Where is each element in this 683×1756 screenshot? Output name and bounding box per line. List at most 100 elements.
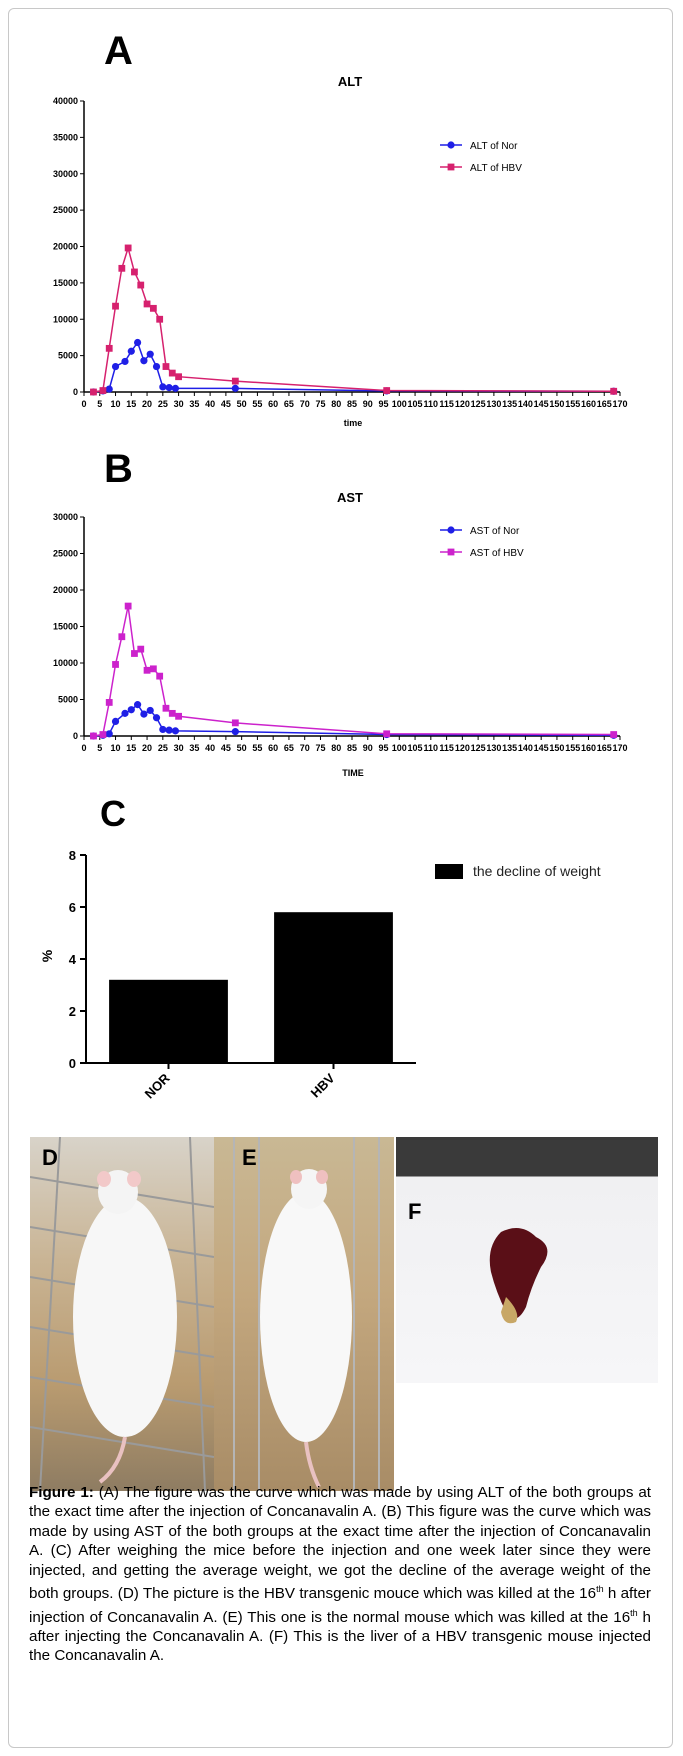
data-point	[610, 388, 617, 395]
data-point	[156, 316, 163, 323]
x-tick-label: 60	[268, 399, 278, 409]
y-tick-label: 5000	[58, 695, 78, 705]
x-tick-label: 35	[189, 743, 199, 753]
data-point	[118, 633, 125, 640]
chart-title: AST	[337, 490, 363, 505]
x-tick-label: 85	[347, 743, 357, 753]
data-point	[159, 726, 166, 733]
photo-panel-d: D	[30, 1137, 214, 1491]
x-tick-label: 140	[518, 743, 533, 753]
x-tick-label: 135	[502, 399, 517, 409]
data-point	[106, 385, 113, 392]
data-point	[121, 710, 128, 717]
data-point	[128, 706, 135, 713]
legend-label: ALT of HBV	[470, 163, 522, 174]
data-point	[232, 378, 239, 385]
data-point	[106, 699, 113, 706]
x-tick-labels: 0 5 10 15 20 25 30 35 40 45 50 55 60 65 70 75 80 85 90 95 10…	[81, 736, 627, 753]
series-line	[94, 343, 614, 393]
data-point	[153, 363, 160, 370]
series-layer	[90, 245, 617, 396]
y-tick-label: 4	[69, 952, 77, 967]
bar	[109, 980, 228, 1063]
x-tick-label: 50	[237, 399, 247, 409]
x-tick-label: 120	[455, 743, 470, 753]
data-point	[106, 345, 113, 352]
photo-panel-f: F	[396, 1137, 658, 1383]
x-tick-label: 15	[126, 743, 136, 753]
x-tick-label: 125	[471, 743, 486, 753]
caption-text: (A) The figure was the curve which was m…	[29, 1484, 651, 1602]
data-point	[163, 363, 170, 370]
x-tick-label: 30	[174, 399, 184, 409]
data-point	[106, 730, 113, 737]
data-point	[232, 385, 239, 392]
data-point	[112, 303, 119, 310]
y-tick-label: 25000	[53, 205, 78, 215]
x-tick-label: 95	[379, 743, 389, 753]
x-tick-label: 110	[424, 399, 439, 409]
data-point	[153, 714, 160, 721]
x-tick-label: 30	[174, 743, 184, 753]
x-tick-label: 5	[97, 743, 102, 753]
panel-letter-c: C	[100, 793, 126, 834]
data-point	[172, 385, 179, 392]
x-tick-labels: 0 5 10 15 20 25 30 35 40 45 50 55 60 65 70 75 80 85 90 95 10…	[81, 392, 627, 409]
caption-superscript: th	[596, 1584, 604, 1594]
y-tick-label: 15000	[53, 622, 78, 632]
x-tick-label: 80	[331, 743, 341, 753]
legend-marker	[447, 141, 454, 148]
y-tick-label: 25000	[53, 549, 78, 559]
data-point	[128, 348, 135, 355]
x-tick-label: 145	[534, 743, 549, 753]
y-tick-label: 10000	[53, 314, 78, 324]
x-tick-label: 90	[363, 399, 373, 409]
x-tick-label: 20	[142, 399, 152, 409]
x-tick-label: 120	[455, 399, 470, 409]
y-tick-label: 30000	[53, 169, 78, 179]
liver-photo-icon	[396, 1137, 658, 1383]
x-tick-label: 160	[581, 743, 596, 753]
x-tick-label: 110	[424, 743, 439, 753]
x-tick-label: 45	[221, 743, 231, 753]
x-tick-label: 60	[268, 743, 278, 753]
legend-label: AST of Nor	[470, 526, 520, 537]
x-tick-label: 90	[363, 743, 373, 753]
x-tick-label: 40	[205, 743, 215, 753]
data-point	[137, 282, 144, 289]
data-point	[144, 667, 151, 674]
bar	[274, 912, 393, 1063]
data-point	[383, 387, 390, 394]
data-point	[112, 718, 119, 725]
panel-letter-a: A	[104, 29, 133, 73]
data-point	[90, 389, 97, 396]
caption-superscript: th	[630, 1608, 638, 1618]
data-point	[150, 305, 157, 312]
x-tick-label: 115	[439, 743, 454, 753]
data-point	[100, 387, 107, 394]
x-tick-label: 135	[502, 743, 517, 753]
x-tick-labels: NOR HBV	[142, 1063, 338, 1102]
x-tick-label: 130	[486, 399, 501, 409]
legend-marker	[448, 549, 455, 556]
caption-label: Figure 1:	[29, 1484, 94, 1501]
x-tick-label: 150	[549, 743, 564, 753]
x-tick-label: 50	[237, 743, 247, 753]
data-point	[163, 705, 170, 712]
data-point	[166, 384, 173, 391]
x-tick-label: 125	[471, 399, 486, 409]
chart-title: ALT	[338, 74, 362, 89]
y-tick-label: 6	[69, 900, 76, 915]
x-tick-label: 105	[408, 399, 423, 409]
x-tick-label: HBV	[308, 1070, 338, 1100]
x-tick-label: 20	[142, 743, 152, 753]
data-point	[172, 727, 179, 734]
data-point	[125, 603, 132, 610]
y-tick-labels: 0 2 4 6 8	[69, 848, 86, 1071]
x-axis-label: TIME	[342, 768, 364, 778]
data-point	[169, 710, 176, 717]
x-tick-label: 0	[81, 399, 86, 409]
y-tick-label: 0	[69, 1056, 76, 1071]
y-tick-labels: 0500010000150002000025000300003500040000	[53, 96, 84, 397]
x-axis-label: time	[344, 418, 363, 428]
